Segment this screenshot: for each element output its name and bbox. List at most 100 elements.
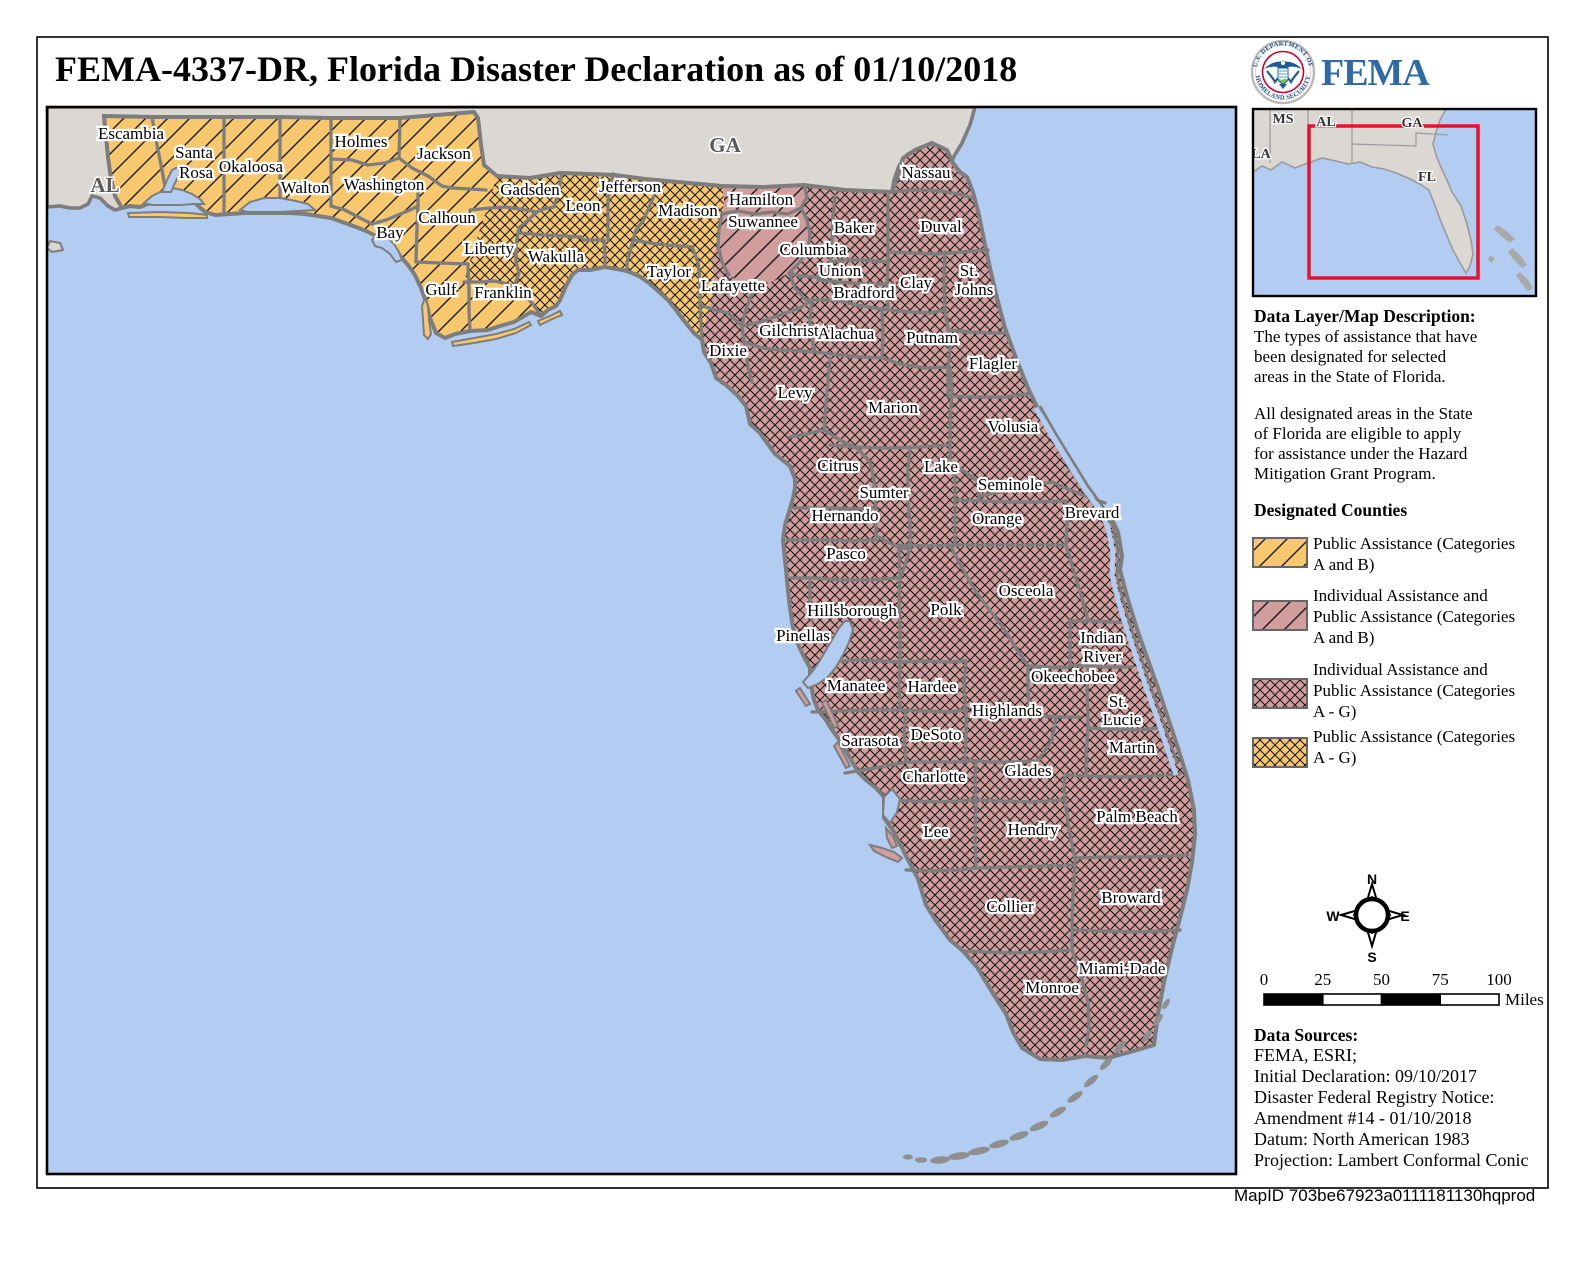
svg-text:Hernando: Hernando [811,506,878,525]
svg-text:W: W [1326,908,1340,924]
svg-text:Monroe: Monroe [1025,978,1079,997]
svg-text:Leon: Leon [566,196,601,215]
svg-text:Orange: Orange [972,509,1022,528]
svg-text:100: 100 [1486,970,1512,989]
svg-text:Okeechobee: Okeechobee [1031,667,1115,686]
svg-text:Collier: Collier [986,897,1034,916]
svg-text:S: S [1367,949,1376,965]
svg-text:Individual Assistance and: Individual Assistance and [1313,660,1488,679]
svg-text:St.: St. [1109,692,1127,711]
svg-text:N: N [1367,871,1377,887]
svg-text:Public Assistance (Categories: Public Assistance (Categories [1313,607,1515,626]
svg-text:Suwannee: Suwannee [728,212,798,231]
svg-text:Individual Assistance and: Individual Assistance and [1313,586,1488,605]
svg-text:Union: Union [819,261,862,280]
svg-text:Volusia: Volusia [988,417,1039,436]
svg-text:DeSoto: DeSoto [911,725,962,744]
svg-text:Public Assistance (Categories: Public Assistance (Categories [1313,727,1515,746]
svg-text:areas in the State of Florida.: areas in the State of Florida. [1254,367,1446,386]
svg-text:Projection: Lambert Conformal: Projection: Lambert Conformal Conic [1254,1150,1528,1170]
svg-text:Hillsborough: Hillsborough [807,601,897,620]
svg-text:Gulf: Gulf [425,280,457,299]
svg-text:Brevard: Brevard [1065,503,1120,522]
svg-text:Taylor: Taylor [647,262,691,281]
svg-text:Alachua: Alachua [818,324,875,343]
svg-text:Lucie: Lucie [1103,710,1142,729]
svg-text:Baker: Baker [834,218,875,237]
svg-text:Liberty: Liberty [464,239,515,258]
svg-text:Gilchrist: Gilchrist [759,321,819,340]
svg-text:of Florida are eligible to app: of Florida are eligible to apply [1254,424,1462,443]
svg-text:MS: MS [1273,112,1294,127]
svg-text:Glades: Glades [1004,761,1051,780]
svg-text:A and B): A and B) [1313,628,1374,647]
svg-text:Okaloosa: Okaloosa [219,157,284,176]
svg-text:50: 50 [1373,970,1390,989]
svg-text:Indian: Indian [1080,628,1124,647]
svg-text:The types of assistance that h: The types of assistance that have [1254,327,1477,346]
svg-text:Initial Declaration: 09/10/201: Initial Declaration: 09/10/2017 [1254,1066,1477,1086]
svg-text:Charlotte: Charlotte [902,767,965,786]
svg-text:Sarasota: Sarasota [841,731,899,750]
svg-text:Franklin: Franklin [474,283,532,302]
svg-text:AL: AL [90,173,119,197]
svg-text:LA: LA [1251,147,1271,162]
svg-text:Citrus: Citrus [817,456,859,475]
svg-text:Lake: Lake [924,457,958,476]
svg-text:FEMA: FEMA [1321,52,1430,94]
svg-text:Calhoun: Calhoun [418,208,476,227]
svg-text:Miles: Miles [1505,990,1544,1009]
svg-text:A - G): A - G) [1313,702,1356,721]
svg-text:Bay: Bay [376,223,404,242]
svg-text:Highlands: Highlands [972,701,1042,720]
svg-text:Walton: Walton [281,178,330,197]
svg-text:GA: GA [709,133,741,157]
svg-text:Madison: Madison [658,201,718,220]
svg-text:Flagler: Flagler [969,354,1017,373]
svg-text:All designated areas in the St: All designated areas in the State [1254,404,1473,423]
svg-text:Marion: Marion [868,398,919,417]
svg-text:Datum: North American 1983: Datum: North American 1983 [1254,1129,1469,1149]
svg-text:Mitigation Grant Program.: Mitigation Grant Program. [1254,464,1436,483]
svg-text:Pinellas: Pinellas [776,626,830,645]
svg-text:FEMA, ESRI;: FEMA, ESRI; [1254,1045,1357,1065]
svg-text:Lee: Lee [923,822,948,841]
svg-text:Dixie: Dixie [709,341,747,360]
svg-text:75: 75 [1432,970,1449,989]
svg-text:for assistance under the Hazar: for assistance under the Hazard [1254,444,1468,463]
svg-text:Wakulla: Wakulla [528,247,585,266]
svg-text:Nassau: Nassau [901,163,951,182]
svg-text:Disaster Federal Registry Noti: Disaster Federal Registry Notice: [1254,1087,1494,1107]
svg-text:AL: AL [1316,115,1335,130]
svg-text:Miami-Dade: Miami-Dade [1079,959,1166,978]
svg-text:Hardee: Hardee [907,677,956,696]
svg-text:Washington: Washington [344,175,425,194]
svg-text:Data Sources:: Data Sources: [1254,1025,1358,1045]
svg-text:Holmes: Holmes [335,132,388,151]
svg-text:Jackson: Jackson [417,144,471,163]
svg-text:Broward: Broward [1101,888,1161,907]
svg-text:Clay: Clay [900,273,933,292]
svg-text:Putnam: Putnam [906,328,958,347]
svg-text:Johns: Johns [955,280,994,299]
svg-text:Public Assistance (Categories: Public Assistance (Categories [1313,681,1515,700]
svg-text:Gadsden: Gadsden [500,180,560,199]
svg-text:Duval: Duval [920,217,962,236]
svg-text:Manatee: Manatee [827,676,886,695]
svg-text:Lafayette: Lafayette [701,276,765,295]
svg-text:Seminole: Seminole [978,475,1042,494]
svg-text:Palm Beach: Palm Beach [1096,807,1178,826]
svg-text:Public Assistance (Categories: Public Assistance (Categories [1313,534,1515,553]
svg-text:Martin: Martin [1109,738,1156,757]
svg-text:Escambia: Escambia [98,124,165,143]
svg-text:Columbia: Columbia [779,240,847,259]
svg-text:A and B): A and B) [1313,555,1374,574]
svg-text:E: E [1400,908,1409,924]
svg-text:Jefferson: Jefferson [599,177,661,196]
svg-text:Osceola: Osceola [999,581,1054,600]
svg-text:25: 25 [1314,970,1331,989]
svg-text:Rosa: Rosa [179,163,213,182]
svg-text:Sumter: Sumter [859,483,908,502]
svg-text:MapID 703be67923a0111181130hqp: MapID 703be67923a0111181130hqprod [1234,1186,1535,1205]
svg-text:been designated for selected: been designated for selected [1254,347,1447,366]
